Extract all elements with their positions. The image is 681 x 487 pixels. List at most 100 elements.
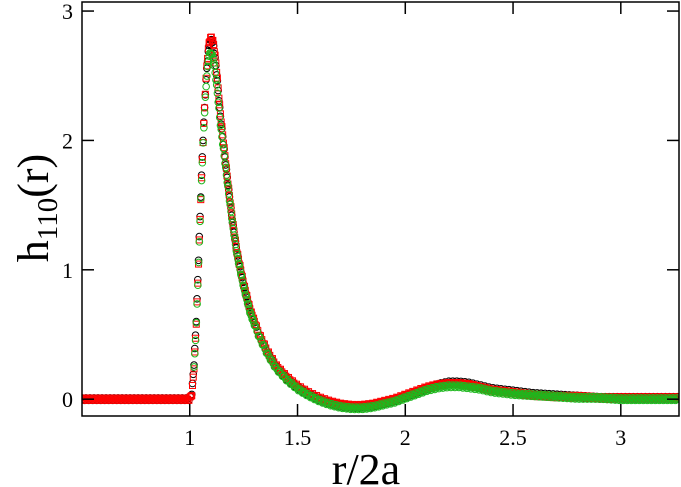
data-point <box>196 217 204 226</box>
x-tick-label: 3 <box>615 425 626 450</box>
data-point <box>218 133 226 141</box>
data-point <box>504 388 513 397</box>
data-point <box>536 390 545 399</box>
data-point <box>195 238 204 246</box>
data-point <box>500 387 509 396</box>
y-axis-title-main: h <box>9 240 58 262</box>
data-point <box>524 389 533 398</box>
data-point <box>213 89 222 98</box>
data-point <box>344 402 352 411</box>
series-1 <box>82 35 679 412</box>
plot-frame <box>81 1 680 417</box>
data-point <box>448 381 456 389</box>
data-point <box>227 214 236 223</box>
data-point <box>201 90 209 98</box>
data-marks <box>82 33 679 414</box>
data-point <box>194 281 202 290</box>
data-point <box>600 393 609 401</box>
data-point <box>82 394 86 402</box>
data-point <box>568 392 577 401</box>
data-point <box>306 393 315 402</box>
data-point <box>243 299 252 308</box>
data-point <box>592 392 601 401</box>
data-point <box>219 144 228 153</box>
data-point <box>296 385 304 393</box>
data-point <box>221 163 230 172</box>
data-point <box>202 82 210 91</box>
data-point <box>492 386 501 395</box>
data-point <box>261 345 269 353</box>
data-point <box>512 389 521 397</box>
data-point <box>189 373 197 381</box>
data-point <box>508 388 517 397</box>
data-point <box>297 387 305 395</box>
data-point <box>225 192 233 200</box>
data-point <box>267 356 276 364</box>
data-point <box>217 118 225 126</box>
data-point <box>444 381 452 389</box>
data-point <box>293 384 301 393</box>
data-point <box>548 391 557 399</box>
data-point <box>616 394 625 402</box>
data-point <box>250 321 259 330</box>
data-point <box>211 68 219 77</box>
data-point <box>464 382 473 390</box>
data-point <box>460 381 469 390</box>
data-point <box>233 249 241 258</box>
data-point <box>310 395 319 404</box>
data-point <box>472 383 481 391</box>
data-point <box>192 318 201 327</box>
data-point <box>294 386 303 395</box>
data-point <box>203 72 211 80</box>
data-point <box>215 94 223 102</box>
data-point <box>452 381 460 389</box>
data-point <box>198 156 206 164</box>
data-point <box>220 152 229 160</box>
data-point <box>235 260 244 269</box>
data-point <box>221 159 229 168</box>
data-point <box>191 349 199 358</box>
data-point <box>242 291 250 300</box>
axis-ticks: 1 1.5 2 2.5 3 0 1 2 3 <box>62 0 679 450</box>
data-point <box>215 113 224 122</box>
data-point <box>223 178 232 187</box>
data-point <box>224 182 232 191</box>
data-point <box>225 197 234 205</box>
data-point <box>352 403 360 411</box>
data-point <box>188 381 196 389</box>
data-point <box>652 394 661 402</box>
data-point <box>218 140 227 149</box>
data-point <box>249 318 258 326</box>
data-point <box>305 391 314 400</box>
data-point <box>226 200 235 209</box>
data-point <box>190 363 198 371</box>
data-point <box>217 125 226 134</box>
data-point <box>648 394 657 402</box>
data-point <box>234 251 242 259</box>
data-point <box>194 258 203 267</box>
data-point <box>222 171 231 179</box>
y-tick-label: 3 <box>62 0 73 24</box>
data-point <box>620 394 629 402</box>
data-point <box>660 394 669 402</box>
data-point <box>612 393 621 402</box>
series-2 <box>82 33 679 411</box>
data-point <box>632 394 641 402</box>
data-point <box>520 389 529 398</box>
data-point <box>556 391 565 400</box>
data-point <box>540 390 549 399</box>
data-point <box>576 392 585 401</box>
data-point <box>200 123 208 132</box>
y-tick-label: 2 <box>62 128 73 153</box>
data-point <box>624 394 633 402</box>
data-point <box>187 392 195 400</box>
data-point <box>237 271 246 280</box>
y-tick-label: 1 <box>62 258 73 283</box>
data-point <box>564 392 573 400</box>
data-point <box>193 300 201 308</box>
data-point <box>244 300 253 309</box>
data-point <box>197 176 206 185</box>
data-point <box>628 394 637 402</box>
data-point <box>636 394 645 402</box>
data-point <box>263 349 272 358</box>
